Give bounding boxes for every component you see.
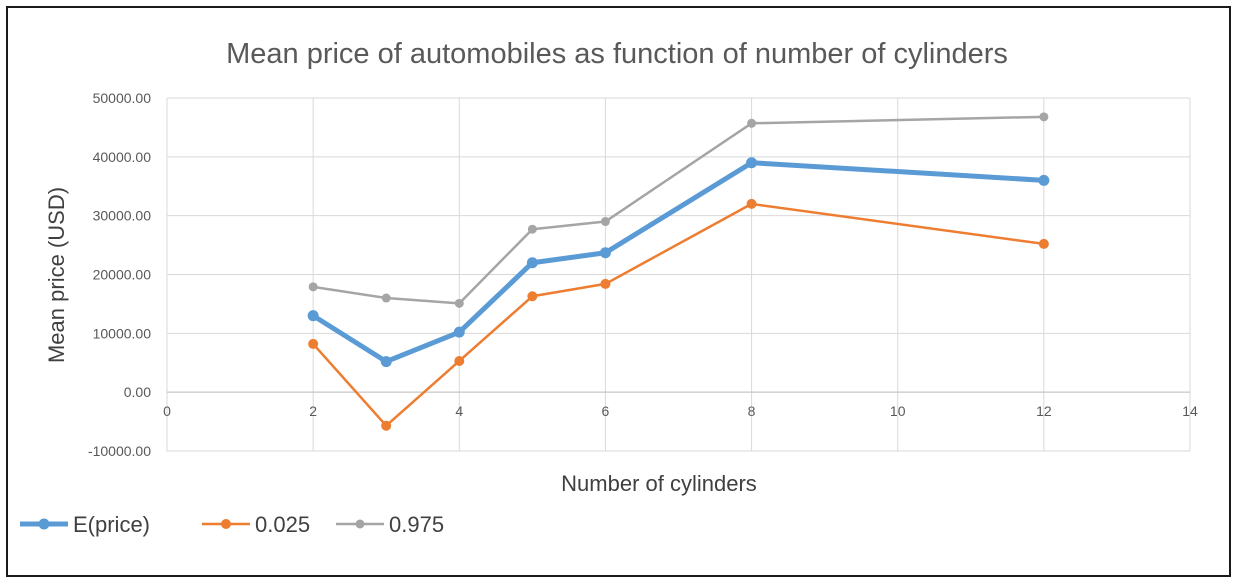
data-point [1038,238,1049,249]
data-point [746,157,758,169]
y-tick-label: 10000.00 [93,325,152,341]
y-tick-label: 20000.00 [93,267,152,283]
legend-item: 0.025 [202,512,310,537]
data-point [307,310,319,322]
legend-swatch-marker [38,518,50,530]
data-point [526,257,538,269]
legend-item: E(price) [20,512,150,537]
data-point [381,293,391,303]
gridlines [166,97,1191,452]
legend-swatch-marker [355,519,365,529]
data-point [380,356,392,368]
x-tick-labels: 0 2 4 6 8 10 12 14 [163,403,1198,419]
data-point [527,224,537,234]
x-tick-label: 14 [1182,403,1198,419]
x-tick-label: 4 [455,403,463,419]
data-point [453,326,465,338]
data-point [454,355,465,366]
x-tick-label: 6 [602,403,610,419]
data-point [1039,112,1049,122]
data-point [381,420,392,431]
legend-label: 0.025 [255,512,310,537]
legend: E(price) 0.025 0.975 [20,512,444,537]
series-0.025 [308,198,1049,431]
series-0.975 [308,112,1049,308]
data-point [527,291,538,302]
legend-label: 0.975 [389,512,444,537]
legend-swatch-marker [221,519,231,529]
y-tick-labels: 50000.00 40000.00 30000.00 20000.00 10000.00… [88,90,151,459]
data-point [600,217,610,227]
series-line [311,160,1045,365]
x-tick-label: 0 [163,403,171,419]
y-tick-label: 40000.00 [93,149,152,165]
y-tick-label: 50000.00 [93,90,152,106]
series-lines [307,112,1050,431]
x-tick-label: 10 [890,403,906,419]
data-point [454,298,464,308]
x-tick-label: 8 [748,403,756,419]
x-tick-label: 12 [1036,403,1052,419]
y-tick-label: 0.00 [124,384,151,400]
data-point [747,118,757,128]
data-point [308,282,318,292]
y-axis-title: Mean price (USD) [44,187,69,363]
legend-item: 0.975 [336,512,444,537]
data-point [599,247,611,259]
data-point [746,198,757,209]
y-tick-label: -10000.00 [88,443,151,459]
chart-title: Mean price of automobiles as function of… [226,38,1008,70]
data-point [1038,174,1050,186]
y-tick-label: 30000.00 [93,208,152,224]
x-axis-title: Number of cylinders [561,471,757,496]
data-point [308,338,319,349]
legend-label: E(price) [73,512,150,537]
data-point [600,278,611,289]
x-tick-label: 2 [309,403,317,419]
chart-frame [6,6,1231,577]
series-E(price) [307,157,1050,368]
